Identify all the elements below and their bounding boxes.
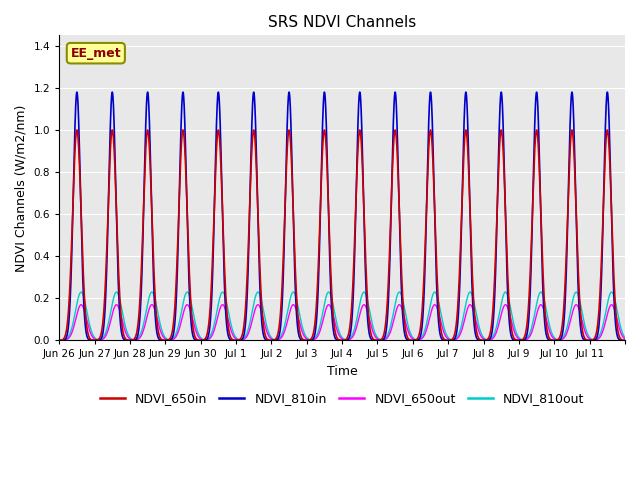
Legend: NDVI_650in, NDVI_810in, NDVI_650out, NDVI_810out: NDVI_650in, NDVI_810in, NDVI_650out, NDV…	[95, 387, 589, 410]
X-axis label: Time: Time	[327, 365, 358, 378]
Title: SRS NDVI Channels: SRS NDVI Channels	[268, 15, 416, 30]
Text: EE_met: EE_met	[70, 47, 121, 60]
Y-axis label: NDVI Channels (W/m2/nm): NDVI Channels (W/m2/nm)	[15, 104, 28, 272]
